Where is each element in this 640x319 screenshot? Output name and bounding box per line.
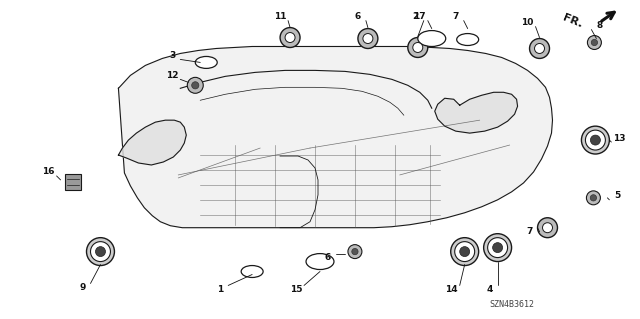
Circle shape: [460, 247, 470, 256]
Text: FR.: FR.: [562, 12, 584, 29]
Circle shape: [588, 35, 602, 49]
Text: SZN4B3612: SZN4B3612: [490, 300, 534, 309]
Circle shape: [363, 33, 373, 43]
Circle shape: [95, 247, 106, 256]
Circle shape: [451, 238, 479, 265]
Text: 2: 2: [413, 12, 419, 21]
Circle shape: [591, 135, 600, 145]
Circle shape: [280, 27, 300, 48]
Text: 4: 4: [486, 285, 493, 294]
Ellipse shape: [195, 56, 217, 68]
Text: 6: 6: [355, 12, 361, 21]
Text: 11: 11: [274, 12, 286, 21]
Circle shape: [90, 241, 111, 262]
Text: 5: 5: [614, 191, 620, 200]
Text: 1: 1: [217, 285, 223, 294]
Text: 12: 12: [166, 71, 179, 80]
Circle shape: [529, 39, 550, 58]
Circle shape: [493, 243, 502, 253]
Text: 10: 10: [522, 18, 534, 27]
Text: 16: 16: [42, 167, 55, 176]
Circle shape: [408, 38, 428, 57]
Text: 7: 7: [526, 227, 532, 236]
Circle shape: [543, 223, 552, 233]
Text: 3: 3: [169, 51, 175, 60]
Ellipse shape: [306, 254, 334, 270]
Text: 17: 17: [413, 12, 426, 21]
Polygon shape: [435, 92, 518, 133]
Text: 6: 6: [325, 253, 331, 262]
Circle shape: [191, 82, 199, 89]
Circle shape: [591, 39, 598, 46]
Circle shape: [590, 195, 596, 201]
Text: 14: 14: [445, 285, 458, 294]
Circle shape: [488, 238, 508, 257]
Circle shape: [188, 78, 204, 93]
Ellipse shape: [241, 265, 263, 278]
Circle shape: [484, 234, 511, 262]
Ellipse shape: [457, 33, 479, 46]
Circle shape: [454, 241, 475, 262]
Circle shape: [352, 249, 358, 255]
Circle shape: [534, 43, 545, 54]
Circle shape: [586, 130, 605, 150]
Circle shape: [413, 42, 423, 52]
Text: 8: 8: [596, 21, 602, 30]
Bar: [65, 174, 81, 190]
Circle shape: [581, 126, 609, 154]
Circle shape: [348, 245, 362, 259]
Text: 7: 7: [452, 12, 459, 21]
Circle shape: [285, 33, 295, 42]
Text: 9: 9: [79, 283, 86, 292]
Circle shape: [86, 238, 115, 265]
Circle shape: [538, 218, 557, 238]
Text: 13: 13: [613, 134, 625, 143]
Ellipse shape: [418, 31, 445, 47]
Polygon shape: [118, 47, 552, 228]
Circle shape: [586, 191, 600, 205]
Polygon shape: [118, 120, 186, 165]
Circle shape: [358, 29, 378, 48]
Text: 15: 15: [290, 285, 302, 294]
